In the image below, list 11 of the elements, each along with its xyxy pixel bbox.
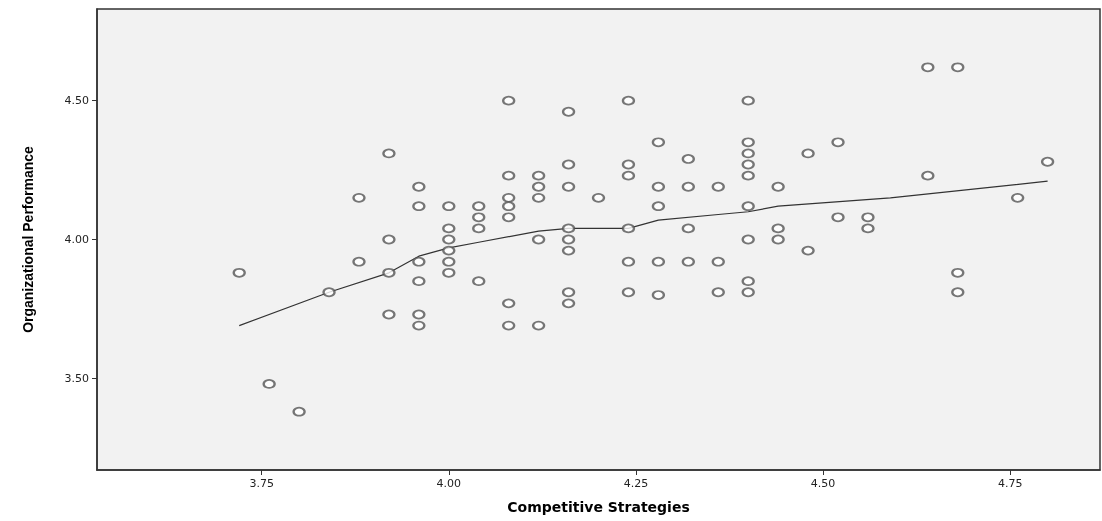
y-tick-label: 4.00 — [64, 233, 89, 246]
x-tick-label: 4.50 — [810, 477, 836, 490]
x-axis-title: Competitive Strategies — [507, 499, 690, 515]
y-tick-label: 3.50 — [64, 371, 89, 385]
x-tick-label: 4.25 — [623, 477, 649, 490]
x-tick-label: 4.00 — [436, 477, 462, 490]
y-tick-label: 4.50 — [64, 94, 89, 108]
y-axis-title: Organizational Performance — [20, 145, 36, 333]
x-tick-label: 4.75 — [997, 477, 1023, 490]
x-tick-label: 3.75 — [249, 477, 274, 490]
line-series — [238, 180, 1049, 327]
